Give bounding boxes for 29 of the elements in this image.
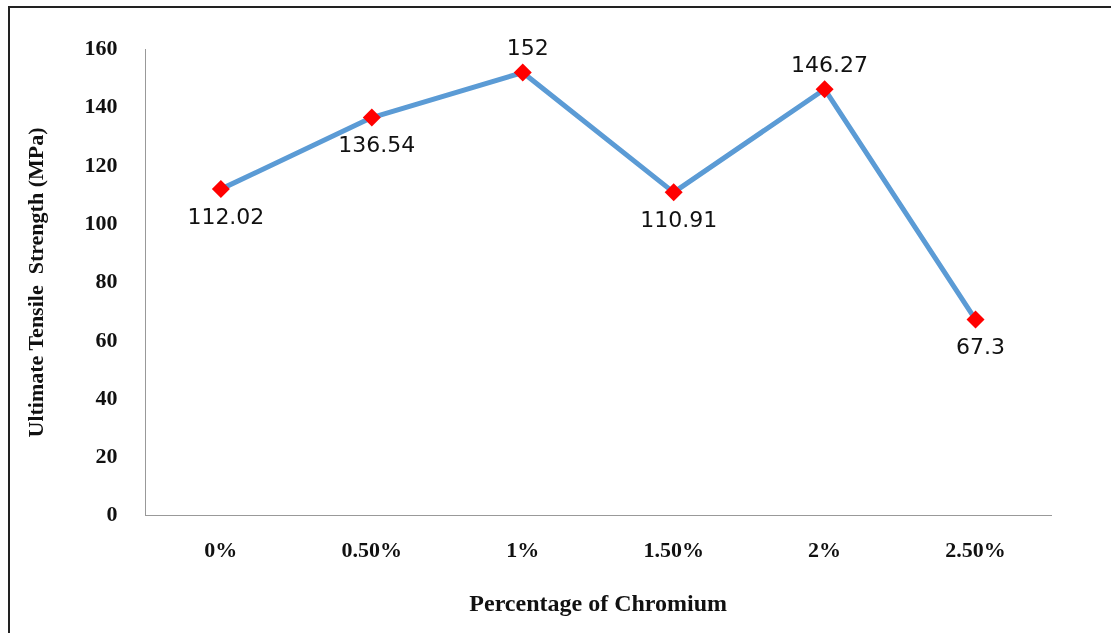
y-tick-label: 120 <box>84 151 118 177</box>
point <box>211 180 230 199</box>
data-label: 152 <box>506 35 549 61</box>
x-tick-label: 1.50% <box>643 536 704 562</box>
data-label: 136.54 <box>338 132 416 158</box>
x-axis-title: Percentage of Chromium <box>469 589 728 616</box>
data-label: 110.91 <box>640 207 718 233</box>
data-label: 146.27 <box>791 51 869 77</box>
x-tick-label: 2% <box>808 536 842 562</box>
x-tick-label: 2.50% <box>945 536 1006 562</box>
data-label: 67.3 <box>956 334 1006 360</box>
y-tick-label: 140 <box>84 93 118 119</box>
x-tick-label: 0.50% <box>341 536 403 562</box>
y-tick-label: 100 <box>84 209 118 235</box>
y-tick-label: 60 <box>95 326 118 352</box>
y-tick-label: 20 <box>95 443 118 469</box>
y-tick-label: 0 <box>106 501 118 527</box>
point <box>362 108 381 127</box>
y-tick-label: 40 <box>95 384 118 410</box>
y-tick-label: 80 <box>95 268 118 294</box>
x-tick-label: 1% <box>506 536 540 562</box>
point <box>966 310 985 329</box>
x-tick-label: 0% <box>204 536 238 562</box>
y-axis-title: Ultimate Tensile Strength (MPa) <box>22 127 48 438</box>
point <box>513 63 532 82</box>
y-tick-label: 160 <box>84 34 118 60</box>
data-label: 112.02 <box>187 203 265 229</box>
point <box>815 80 834 99</box>
point <box>664 183 683 202</box>
